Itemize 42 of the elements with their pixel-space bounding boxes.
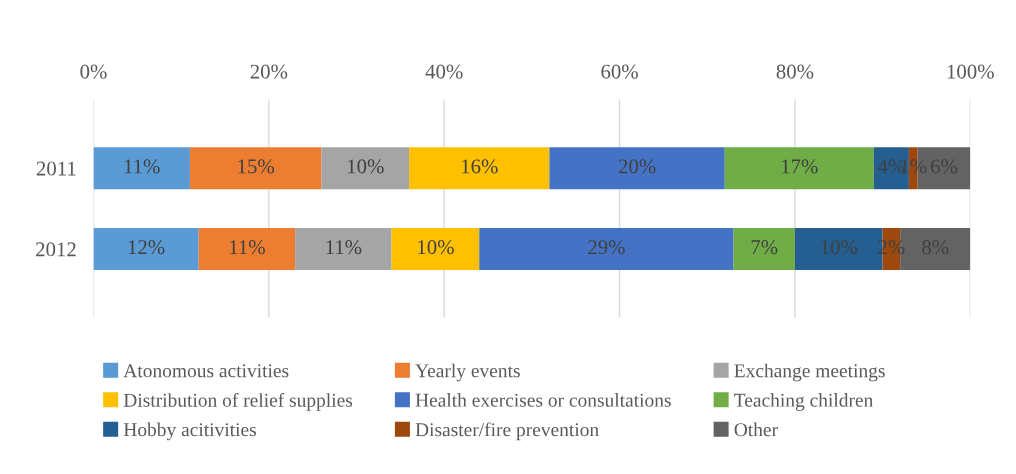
data-label: 11% (124, 159, 160, 174)
y-tick-label: 2012 (36, 242, 76, 257)
data-label: 12% (128, 240, 165, 255)
bar (295, 227, 392, 270)
data-label: 11% (230, 240, 265, 255)
legend-label: Exchange meetings (734, 363, 885, 382)
data-label: 11% (326, 240, 362, 255)
data-label: 7% (751, 240, 778, 255)
data-label: 29% (588, 240, 625, 255)
data-label: 16% (462, 159, 498, 174)
data-label: 17% (782, 159, 818, 174)
legend-label: Disaster/fire prevention (415, 422, 599, 441)
x-tick-label: 40% (425, 64, 463, 79)
bar (409, 147, 550, 190)
x-tick-label: 60% (601, 64, 638, 79)
bar (198, 227, 296, 270)
bar (733, 227, 795, 270)
bar (321, 147, 410, 190)
bar (93, 227, 199, 270)
legend-label: Hobby acitivities (123, 422, 256, 441)
bar (724, 147, 874, 190)
legend-label: Yearly events (415, 363, 520, 382)
legend-label: Health exercises or consultations (415, 393, 671, 407)
legend-label: Other (734, 422, 778, 437)
legend-label: Teaching children (734, 393, 874, 411)
bar (479, 227, 734, 270)
bar (93, 147, 190, 190)
bar (189, 147, 322, 190)
bar (391, 227, 480, 270)
legend-label: Atonomous activities (123, 364, 289, 378)
data-label: 10% (821, 240, 858, 255)
legend-label: Distribution of relief supplies (123, 392, 353, 411)
data-label: 10% (418, 240, 454, 255)
data-label: 15% (238, 159, 275, 174)
bar (549, 147, 725, 190)
x-tick-label: 20% (250, 64, 288, 79)
data-label: 10% (348, 159, 384, 174)
data-label: 20% (618, 159, 656, 174)
y-tick-label: 2011 (36, 161, 76, 176)
x-tick-label: 100% (947, 64, 994, 79)
x-tick-label: 80% (776, 64, 814, 79)
x-tick-label: 0% (80, 64, 107, 79)
